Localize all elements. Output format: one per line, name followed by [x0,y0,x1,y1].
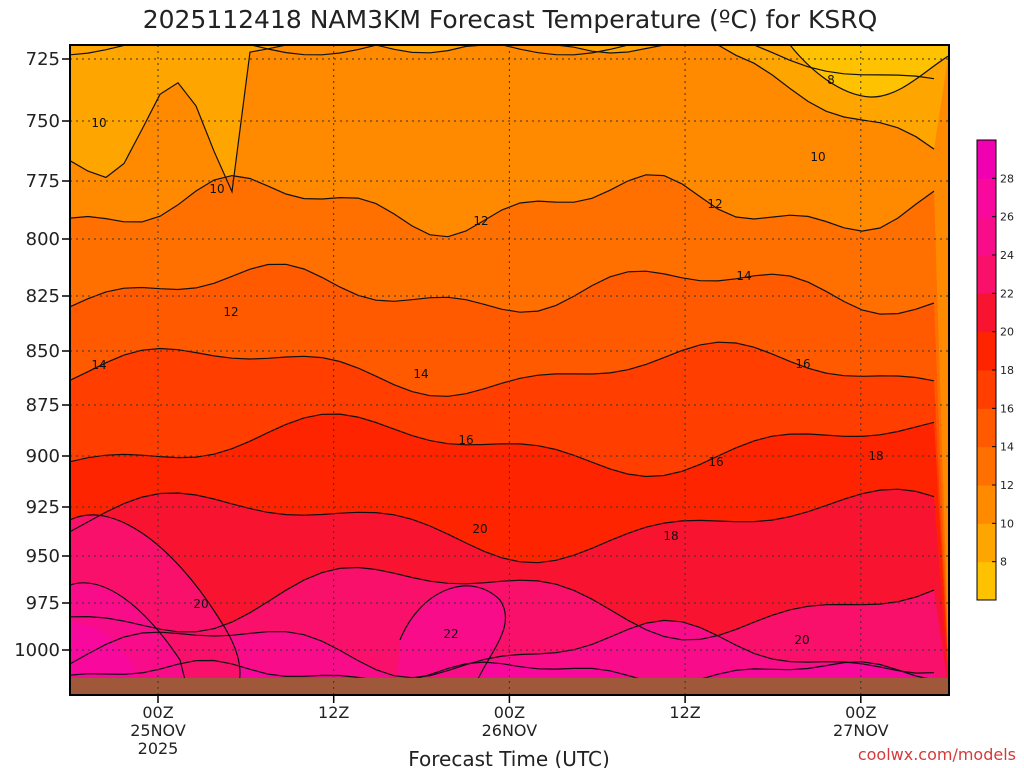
colorbar-swatch [977,178,996,218]
colorbar-swatch [977,561,996,601]
chart-title: 2025112418 NAM3KM Forecast Temperature (… [143,5,878,34]
x-tick-label: 00Z [142,703,173,722]
temperature-bands [70,45,949,695]
y-tick-label: 750 [26,111,60,132]
y-tick-label: 800 [26,229,60,250]
y-tick-label: 725 [26,49,60,70]
contour-label: 16 [795,357,810,371]
contour-label: 16 [708,455,723,469]
colorbar-swatch [977,331,996,371]
colorbar-swatch [977,446,996,486]
colorbar-tick-label: 14 [1000,441,1014,454]
y-tick-label: 925 [26,497,60,518]
contour-line [70,488,935,564]
colorbar-tick-label: 26 [1000,211,1014,224]
contour-labels: 8 10 10 10 12 12 12 14 14 14 16 16 16 18 18 20 20 20 22 [91,73,883,647]
contour-line [70,413,935,478]
temperature-band [395,585,506,695]
colorbar-swatch [977,523,996,563]
x-tick-label: 00Z [845,703,876,722]
contour-label: 16 [458,433,473,447]
colorbar-tick-label: 10 [1000,517,1014,530]
x-axis-label: Forecast Time (UTC) [408,747,610,768]
y-tick-label: 875 [26,395,60,416]
contour-label: 10 [810,150,825,164]
contour-line [70,619,935,679]
y-tick-label: 775 [26,171,60,192]
colorbar-tick-label: 18 [1000,364,1014,377]
contour-line [70,263,935,315]
contour-line [70,659,935,685]
x-tick-label: 12Z [318,703,349,722]
contour-label: 12 [707,197,722,211]
y-axis: 725 750 775 800 825 850 875 900 925 950 975 1000 [14,49,70,661]
contour-label: 14 [413,367,428,381]
colorbar-tick-label: 22 [1000,287,1014,300]
x-tick-label: 27NOV [833,721,889,740]
contour-label: 8 [827,73,835,87]
contour-label: 12 [473,214,488,228]
colorbar-tick-label: 8 [1000,556,1007,569]
contour-label: 18 [868,449,883,463]
temperature-band [70,624,144,695]
contour-line [399,585,507,695]
y-tick-label: 825 [26,286,60,307]
y-tick-label: 950 [26,546,60,567]
colorbar-tick-label: 12 [1000,479,1014,492]
contour-label: 22 [443,627,458,641]
x-tick-label: 26NOV [482,721,538,740]
colorbar-swatch [977,216,996,256]
colorbar-swatch [977,408,996,448]
contour-label: 14 [91,358,106,372]
contour-line [70,45,935,194]
contour-label: 10 [91,116,106,130]
colorbar-swatch [977,140,996,179]
x-tick-label: 12Z [669,703,700,722]
x-tick-label: 00Z [494,703,525,722]
colorbar-tick-label: 24 [1000,249,1014,262]
contour-label: 14 [736,269,751,283]
y-tick-label: 850 [26,341,60,362]
colorbar-swatch [977,485,996,524]
contour-lines [70,45,949,695]
contour-line [70,566,935,641]
contour-label: 12 [223,305,238,319]
grid-lines [70,45,949,695]
credit-text: coolwx.com/models [858,745,1016,764]
contour-line [70,341,935,397]
temperature-band [790,45,949,98]
colorbar-swatch [977,370,996,409]
contour-line [70,174,935,238]
contour-line [70,45,935,80]
y-tick-label: 1000 [14,640,60,661]
colorbar-swatch [977,255,996,294]
colorbar-swatch [977,293,996,333]
x-tick-label: 25NOV [130,721,186,740]
contour-line [789,45,949,98]
colorbar-tick-label: 28 [1000,172,1014,185]
y-tick-label: 975 [26,593,60,614]
contour-label: 20 [794,633,809,647]
colorbar-tick-label: 16 [1000,402,1014,415]
y-tick-label: 900 [26,446,60,467]
contour-line [70,582,190,695]
plot-area [70,45,949,695]
contour-label: 20 [193,597,208,611]
colorbar-tick-label: 20 [1000,326,1014,339]
ground-surface [70,678,949,695]
contour-label: 18 [663,529,678,543]
contour-label: 20 [472,522,487,536]
x-tick-label: 2025 [138,739,179,758]
contour-label: 10 [209,182,224,196]
colorbar: 8 10 12 14 16 18 20 22 24 26 28 [976,139,1014,601]
